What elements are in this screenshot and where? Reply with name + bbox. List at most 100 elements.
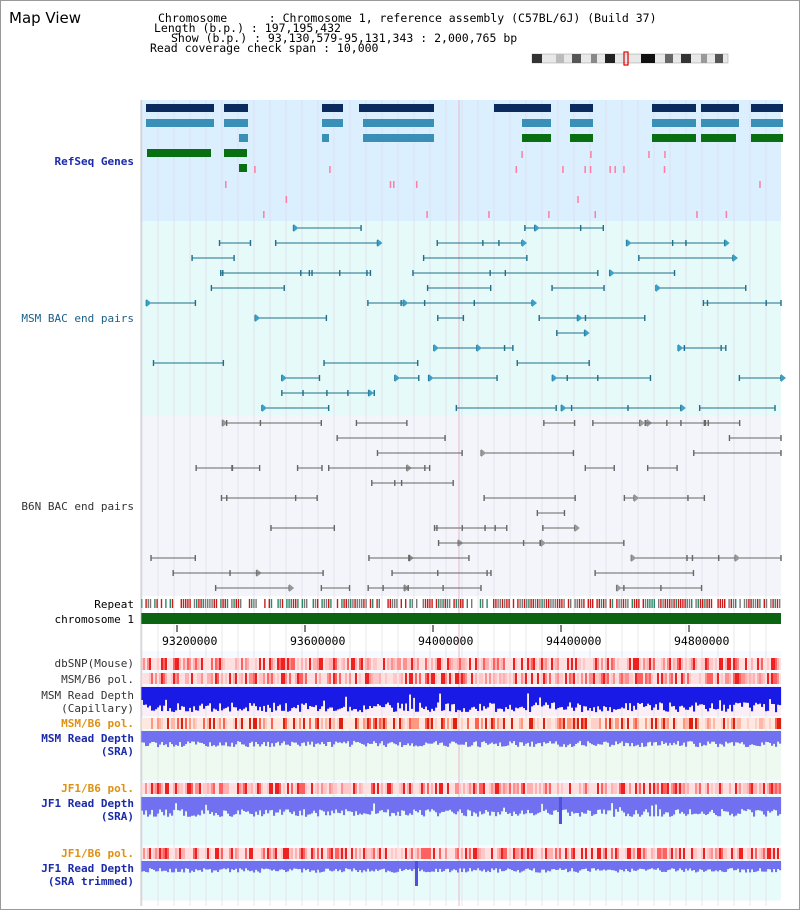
jf1-b6-pol-trim-cell[interactable] bbox=[161, 848, 164, 859]
msm-capillary-depth-bar[interactable] bbox=[377, 687, 380, 705]
msm-bac-pair-arrow[interactable] bbox=[532, 299, 538, 307]
jf1-trim-depth-bar[interactable] bbox=[195, 861, 198, 870]
jf1-b6-pol-trim-cell[interactable] bbox=[583, 848, 586, 859]
jf1-sra-depth-bar[interactable] bbox=[715, 797, 718, 816]
msm-sra-depth-bar[interactable] bbox=[419, 731, 422, 746]
msm-b6-pol-sra-cell[interactable] bbox=[311, 718, 314, 729]
dbsnp-cell[interactable] bbox=[485, 658, 488, 670]
dbsnp-cell[interactable] bbox=[239, 658, 242, 670]
jf1-b6-pol-cell[interactable] bbox=[201, 783, 204, 794]
msm-sra-depth-bar[interactable] bbox=[685, 731, 688, 747]
msm-sra-depth-bar[interactable] bbox=[547, 731, 550, 743]
jf1-b6-pol-trim-cell[interactable] bbox=[527, 848, 530, 859]
jf1-b6-pol-trim-cell[interactable] bbox=[675, 848, 678, 859]
jf1-b6-pol-trim-cell[interactable] bbox=[183, 848, 186, 859]
repeat-element[interactable] bbox=[233, 599, 235, 608]
jf1-trim-depth-bar[interactable] bbox=[391, 861, 394, 873]
msm-sra-depth-bar[interactable] bbox=[537, 731, 540, 744]
msm-sra-depth-bar[interactable] bbox=[265, 731, 268, 747]
msm-b6-pol-cell[interactable] bbox=[507, 673, 510, 684]
msm-sra-depth-bar[interactable] bbox=[481, 731, 484, 743]
msm-sra-depth-bar[interactable] bbox=[733, 731, 736, 746]
msm-capillary-depth-bar[interactable] bbox=[337, 687, 340, 710]
jf1-b6-pol-cell[interactable] bbox=[697, 783, 700, 794]
msm-sra-depth-bar[interactable] bbox=[439, 731, 442, 743]
msm-capillary-depth-bar[interactable] bbox=[555, 687, 558, 710]
jf1-trim-depth-bar[interactable] bbox=[209, 861, 212, 870]
jf1-b6-pol-trim-cell[interactable] bbox=[631, 848, 634, 859]
b6n-bac-pair[interactable] bbox=[214, 584, 295, 592]
msm-capillary-depth-bar[interactable] bbox=[435, 687, 438, 708]
jf1-trim-depth-bar[interactable] bbox=[623, 861, 626, 872]
jf1-b6-pol-trim-cell[interactable] bbox=[621, 848, 624, 859]
msm-b6-pol-cell[interactable] bbox=[243, 673, 246, 684]
repeat-element[interactable] bbox=[702, 599, 704, 608]
jf1-b6-pol-cell[interactable] bbox=[601, 783, 604, 794]
msm-bac-pair-arrow[interactable] bbox=[261, 404, 267, 412]
msm-b6-pol-cell[interactable] bbox=[165, 673, 168, 684]
msm-sra-depth-bar[interactable] bbox=[655, 731, 658, 742]
repeat-element[interactable] bbox=[576, 599, 578, 608]
msm-capillary-depth-bar[interactable] bbox=[733, 687, 736, 705]
msm-b6-pol-cell[interactable] bbox=[627, 673, 630, 684]
msm-b6-pol-sra-cell[interactable] bbox=[677, 718, 680, 729]
msm-b6-pol-sra-cell[interactable] bbox=[695, 718, 698, 729]
msm-b6-pol-cell[interactable] bbox=[775, 673, 778, 684]
jf1-trim-depth-bar[interactable] bbox=[585, 861, 588, 869]
jf1-sra-depth-bar[interactable] bbox=[661, 797, 664, 817]
msm-b6-pol-cell[interactable] bbox=[201, 673, 204, 684]
msm-b6-pol-cell[interactable] bbox=[755, 673, 758, 684]
jf1-b6-pol-trim-cell[interactable] bbox=[575, 848, 578, 859]
msm-b6-pol-sra-cell[interactable] bbox=[617, 718, 620, 729]
repeat-element[interactable] bbox=[523, 599, 526, 608]
jf1-b6-pol-cell[interactable] bbox=[249, 783, 252, 794]
msm-sra-depth-bar[interactable] bbox=[305, 731, 308, 746]
msm-b6-pol-cell[interactable] bbox=[681, 673, 684, 684]
jf1-b6-pol-cell[interactable] bbox=[627, 783, 630, 794]
msm-capillary-depth-bar[interactable] bbox=[621, 687, 624, 708]
repeat-element[interactable] bbox=[691, 599, 693, 608]
msm-b6-pol-cell[interactable] bbox=[481, 673, 484, 684]
jf1-b6-pol-trim-cell[interactable] bbox=[215, 848, 218, 859]
dbsnp-cell[interactable] bbox=[483, 658, 486, 670]
msm-capillary-depth-bar[interactable] bbox=[553, 687, 556, 703]
msm-sra-depth-bar[interactable] bbox=[301, 731, 304, 744]
jf1-trim-depth-bar[interactable] bbox=[341, 861, 344, 873]
msm-sra-depth-bar[interactable] bbox=[563, 731, 566, 745]
jf1-b6-pol-trim-cell[interactable] bbox=[187, 848, 190, 859]
msm-capillary-depth-bar[interactable] bbox=[629, 687, 632, 704]
msm-capillary-depth-bar[interactable] bbox=[215, 687, 218, 710]
msm-b6-pol-sra-cell[interactable] bbox=[621, 718, 624, 729]
jf1-sra-depth-bar[interactable] bbox=[523, 797, 526, 815]
dbsnp-cell[interactable] bbox=[709, 658, 712, 670]
jf1-b6-pol-cell[interactable] bbox=[299, 783, 302, 794]
jf1-trim-depth-bar[interactable] bbox=[247, 861, 250, 871]
jf1-b6-pol-trim-cell[interactable] bbox=[447, 848, 450, 859]
msm-sra-depth-bar[interactable] bbox=[671, 731, 674, 746]
jf1-b6-pol-cell[interactable] bbox=[161, 783, 164, 794]
jf1-b6-pol-trim-cell[interactable] bbox=[163, 848, 166, 859]
msm-b6-pol-sra-cell[interactable] bbox=[657, 718, 660, 729]
msm-bac-pair[interactable] bbox=[534, 224, 582, 232]
b6n-bac-pair[interactable] bbox=[584, 465, 615, 471]
msm-b6-pol-sra-cell[interactable] bbox=[593, 718, 596, 729]
jf1-sra-depth-bar[interactable] bbox=[455, 797, 458, 815]
dbsnp-cell[interactable] bbox=[659, 658, 662, 670]
msm-b6-pol-cell[interactable] bbox=[261, 673, 264, 684]
msm-b6-pol-sra-cell[interactable] bbox=[297, 718, 300, 729]
dbsnp-cell[interactable] bbox=[205, 658, 208, 670]
msm-b6-pol-cell[interactable] bbox=[655, 673, 658, 684]
dbsnp-cell[interactable] bbox=[725, 658, 728, 670]
refseq-feature[interactable] bbox=[562, 166, 564, 173]
dbsnp-cell[interactable] bbox=[653, 658, 656, 670]
dbsnp-cell[interactable] bbox=[253, 658, 256, 670]
msm-sra-depth-bar[interactable] bbox=[329, 731, 332, 742]
jf1-trim-depth-bar[interactable] bbox=[311, 861, 314, 871]
jf1-b6-pol-trim-cell[interactable] bbox=[181, 848, 184, 859]
jf1-b6-pol-trim-cell[interactable] bbox=[713, 848, 716, 859]
msm-sra-depth-bar[interactable] bbox=[385, 731, 388, 747]
msm-sra-depth-bar[interactable] bbox=[143, 731, 146, 743]
dbsnp-cell[interactable] bbox=[333, 658, 336, 670]
jf1-b6-pol-cell[interactable] bbox=[509, 783, 512, 794]
msm-b6-pol-sra-cell[interactable] bbox=[305, 718, 308, 729]
